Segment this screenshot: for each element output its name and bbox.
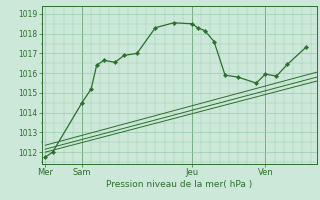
X-axis label: Pression niveau de la mer( hPa ): Pression niveau de la mer( hPa ) <box>106 180 252 189</box>
